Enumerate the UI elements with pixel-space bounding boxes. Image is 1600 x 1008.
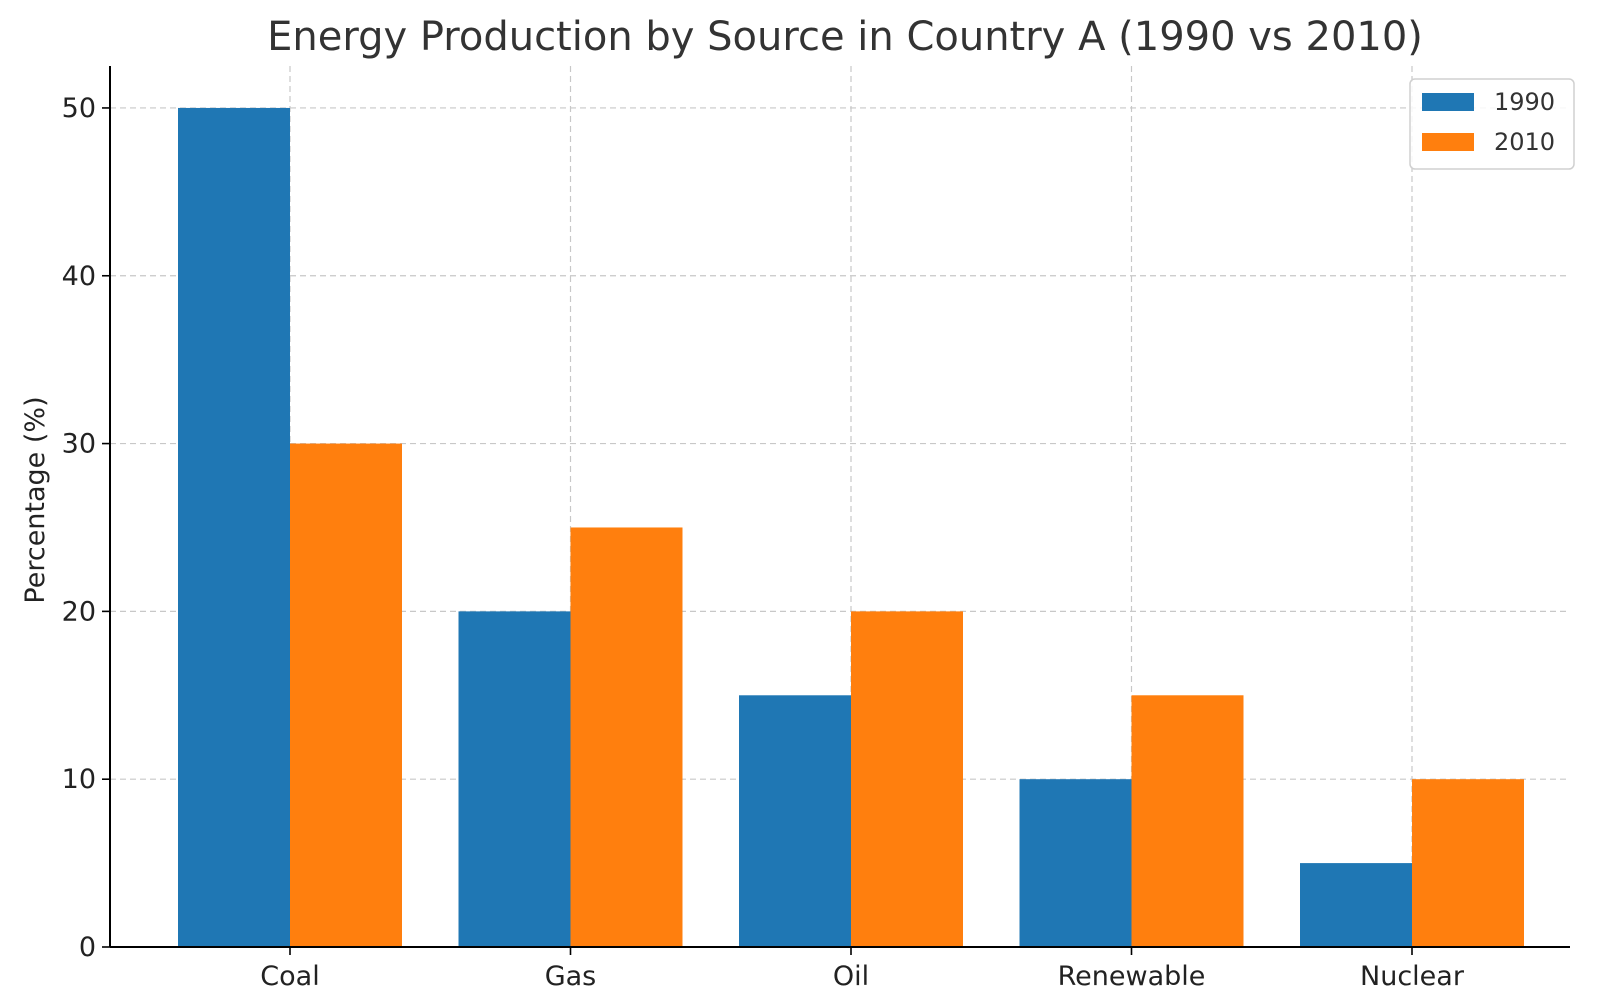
y-tick-label-50: 50 [62, 93, 96, 124]
legend-label-1990: 1990 [1494, 88, 1555, 116]
legend-label-2010: 2010 [1494, 128, 1555, 156]
x-tick-label-coal: Coal [260, 961, 319, 992]
bar-nuclear-1990 [1300, 863, 1412, 947]
bar-nuclear-2010 [1412, 779, 1524, 947]
x-tick-label-oil: Oil [833, 961, 869, 992]
bars [178, 107, 1524, 947]
y-tick-label-40: 40 [62, 261, 96, 292]
bar-renewable-2010 [1131, 695, 1244, 947]
bar-oil-2010 [851, 611, 963, 947]
y-tick-label-10: 10 [62, 764, 96, 795]
axes: 0 10 20 30 40 50 Coal Gas Oil Renewable Nuclear [62, 66, 1570, 992]
legend-swatch-2010 [1422, 133, 1474, 151]
chart-title: Energy Production by Source in Country A… [267, 14, 1423, 60]
bar-gas-2010 [570, 527, 683, 947]
bar-renewable-1990 [1019, 779, 1132, 947]
legend-swatch-1990 [1422, 93, 1474, 111]
bar-oil-1990 [739, 695, 851, 947]
y-tick-label-0: 0 [79, 932, 96, 963]
bar-coal-2010 [290, 443, 402, 947]
y-tick-label-20: 20 [62, 596, 96, 627]
bar-gas-1990 [458, 611, 571, 947]
y-tick-label-30: 30 [62, 429, 96, 460]
y-axis-label: Percentage (%) [20, 396, 51, 603]
x-tick-label-renewable: Renewable [1058, 961, 1206, 992]
x-tick-label-nuclear: Nuclear [1360, 961, 1465, 992]
legend: 1990 2010 [1409, 78, 1575, 170]
x-tick-label-gas: Gas [545, 961, 597, 992]
bar-coal-1990 [178, 107, 290, 947]
